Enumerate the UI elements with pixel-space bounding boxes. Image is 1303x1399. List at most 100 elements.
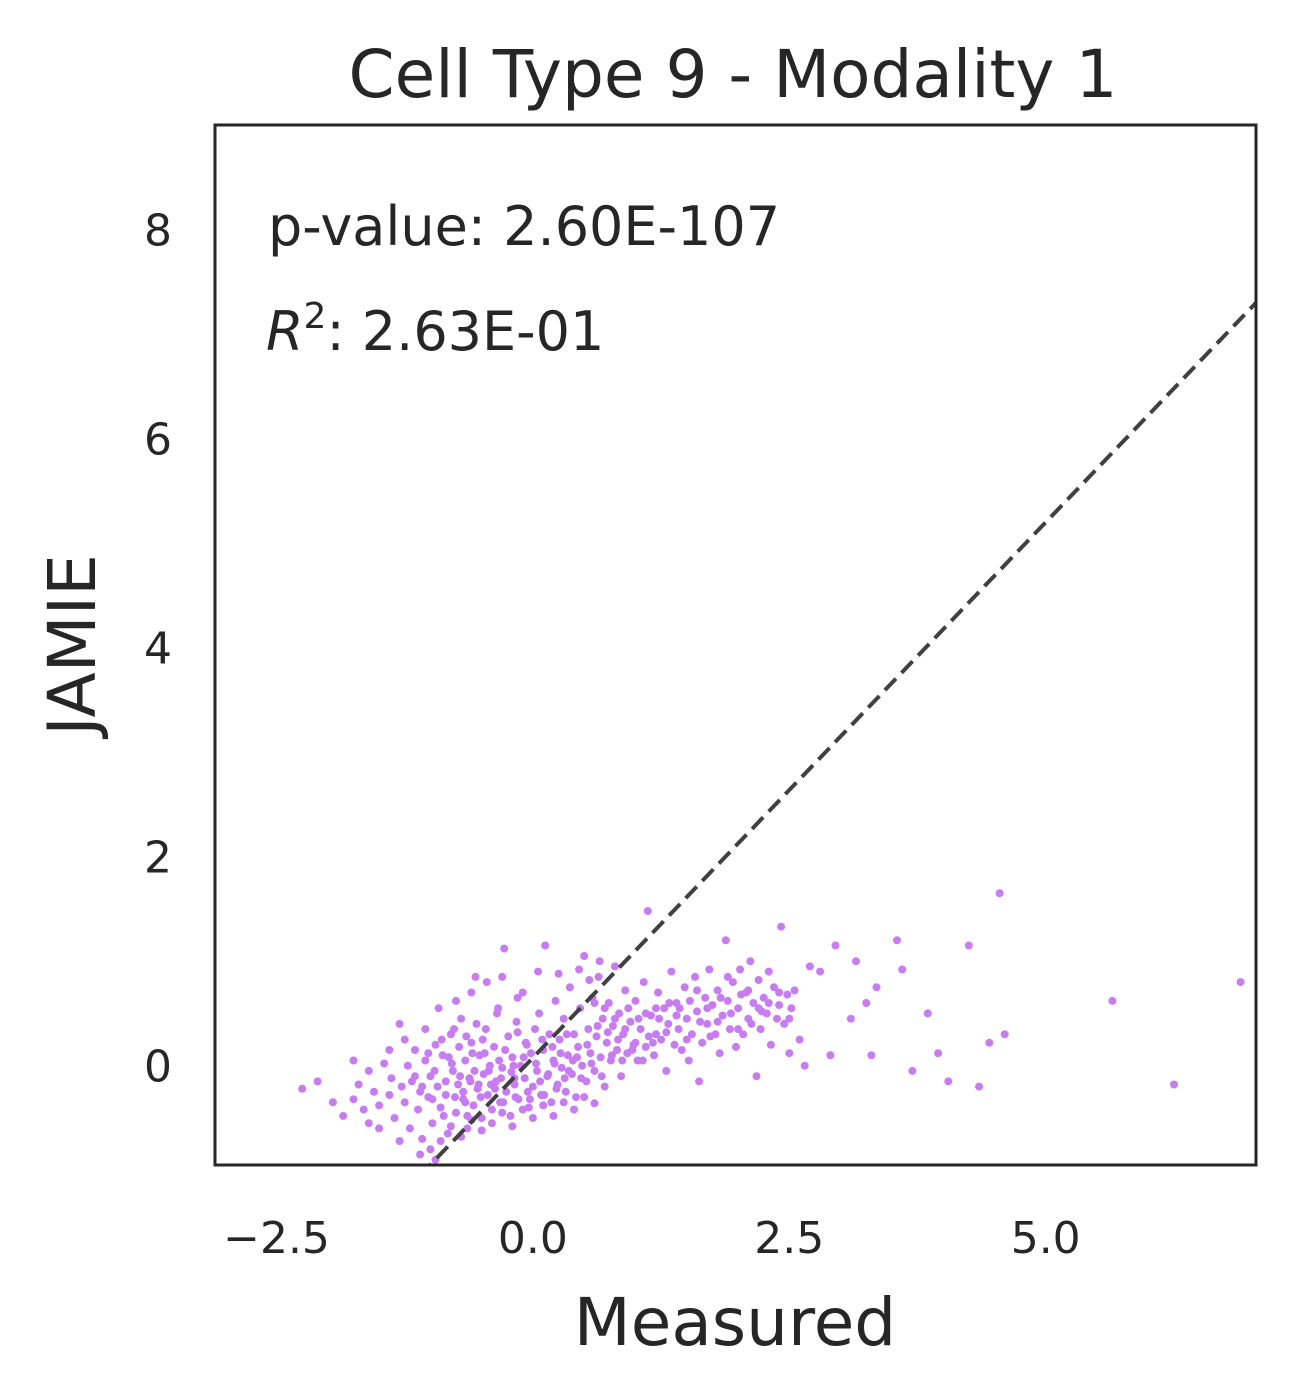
scatter-point — [747, 1019, 756, 1028]
scatter-point — [470, 1066, 479, 1075]
scatter-point — [773, 1014, 781, 1023]
scatter-point — [734, 1025, 743, 1034]
r-squared-annotation: R2: 2.63E-01 — [266, 296, 604, 363]
scatter-point — [805, 962, 814, 971]
scatter-point — [507, 1068, 516, 1076]
scatter-point — [461, 1056, 470, 1065]
scatter-point — [754, 976, 763, 984]
scatter-point — [447, 1059, 456, 1068]
scatter-point — [390, 1114, 399, 1122]
scatter-point — [539, 1101, 548, 1110]
scatter-point — [495, 1056, 504, 1065]
scatter-point — [385, 1091, 394, 1099]
scatter-point — [641, 1042, 650, 1051]
scatter-point — [562, 1030, 571, 1039]
scatter-point — [462, 1032, 471, 1041]
scatter-point — [775, 988, 784, 997]
scatter-point — [395, 1137, 404, 1145]
scatter-point — [583, 1040, 592, 1049]
scatter-point — [593, 1022, 602, 1030]
scatter-point — [395, 1019, 404, 1028]
scatter-point — [715, 1049, 724, 1058]
scatter-point — [775, 1001, 784, 1010]
scatter-point — [716, 993, 725, 1002]
scatter-point — [732, 1042, 740, 1051]
scatter-point — [414, 1105, 423, 1114]
scatter-point — [597, 1072, 606, 1081]
scatter-point — [506, 1111, 515, 1120]
scatter-point — [555, 1035, 564, 1044]
scatter-point — [478, 1035, 487, 1044]
y-tick-labels: 0 2 4 6 8 — [144, 206, 172, 1093]
scatter-point — [826, 1051, 835, 1060]
plot-frame — [213, 123, 1258, 1167]
scatter-point — [602, 1038, 611, 1047]
scatter-point — [424, 1049, 433, 1058]
scatter-point — [995, 889, 1004, 898]
y-tick-label: 0 — [144, 1042, 172, 1093]
scatter-point — [510, 1080, 519, 1089]
scatter-point — [752, 1072, 761, 1081]
scatter-point — [421, 1025, 430, 1034]
scatter-point — [607, 1051, 616, 1060]
scatter-point — [687, 1030, 696, 1039]
scatter-point — [436, 1137, 445, 1145]
scatter-point — [600, 1004, 609, 1013]
scatter-point — [545, 1030, 554, 1039]
scatter-point — [497, 1074, 506, 1083]
scatter-point — [718, 1011, 727, 1020]
scatter-point — [461, 1098, 470, 1107]
scatter-point — [400, 1035, 409, 1044]
scatter-point — [544, 1070, 553, 1079]
scatter-point — [463, 1111, 472, 1120]
scatter-point — [498, 972, 507, 981]
scatter-point — [852, 957, 860, 966]
scatter-point — [565, 983, 574, 992]
reference-line — [427, 301, 1256, 1165]
scatter-point — [608, 1022, 617, 1030]
scatter-point — [519, 1053, 528, 1062]
scatter-point — [867, 1051, 876, 1060]
scatter-point — [428, 1119, 437, 1128]
scatter-point — [975, 1082, 984, 1091]
scatter-point — [670, 1040, 679, 1049]
scatter-point — [364, 1066, 373, 1075]
scatter-point — [538, 1035, 547, 1044]
scatter-point — [487, 1105, 496, 1114]
scatter-point — [600, 1082, 609, 1091]
scatter-point — [443, 1129, 452, 1138]
x-tick-labels: −2.5 0.0 2.5 5.0 — [223, 1213, 1081, 1264]
scatter-point — [783, 990, 792, 999]
scatter-point — [638, 1056, 647, 1065]
scatter-point — [698, 1038, 707, 1047]
scatter-point — [561, 1087, 570, 1096]
scatter-point — [872, 983, 881, 992]
scatter-point — [531, 1025, 539, 1034]
scatter-point — [737, 990, 746, 999]
scatter-point — [535, 1009, 544, 1018]
scatter-point — [728, 978, 737, 987]
scatter-point — [587, 1059, 596, 1068]
scatter-point — [557, 1063, 566, 1072]
scatter-point — [577, 1074, 586, 1083]
scatter-point — [898, 965, 907, 974]
scatter-point — [508, 1122, 517, 1131]
scatter-point — [643, 907, 652, 915]
scatter-point — [559, 1014, 568, 1023]
scatter-point — [964, 941, 973, 950]
scatter-point — [596, 1053, 605, 1062]
scatter-point — [524, 1103, 533, 1112]
scatter-point — [472, 1019, 481, 1028]
scatter-point — [655, 1014, 664, 1023]
scatter-point — [746, 957, 755, 966]
scatter-point — [563, 1051, 572, 1060]
scatter-point — [705, 965, 714, 974]
scatter-point — [467, 988, 476, 997]
scatter-point — [520, 1074, 529, 1083]
scatter-point — [664, 1019, 673, 1028]
scatter-point — [684, 1056, 693, 1065]
scatter-point — [695, 1077, 704, 1086]
scatter-point — [641, 1009, 650, 1018]
scatter-point — [439, 1111, 448, 1120]
scatter-point — [468, 1049, 477, 1058]
